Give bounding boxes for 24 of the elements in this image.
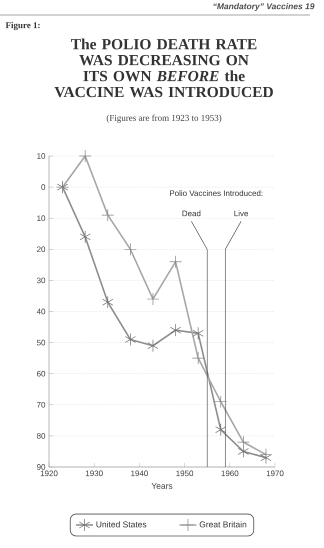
text: “Mandatory” Vaccines 19 <box>213 3 314 11</box>
point <box>124 242 137 256</box>
caption: Figure 1: <box>6 22 40 30</box>
point <box>78 150 92 162</box>
legend-label: United States <box>96 521 146 528</box>
legend-label: Great Britain <box>200 521 246 528</box>
point <box>101 208 114 222</box>
x-axis-title: Years <box>152 483 172 489</box>
point <box>238 445 249 458</box>
point <box>80 230 91 244</box>
point <box>170 324 182 336</box>
point <box>192 352 204 364</box>
point <box>146 292 160 306</box>
point <box>192 326 204 340</box>
point <box>102 296 114 308</box>
chart-title: The POLIO DEATH RATE WAS DECREASING ON ITS OWN BEFORE the VACCINE WAS INTRODUCED <box>54 38 273 98</box>
point <box>147 339 158 352</box>
point <box>260 448 272 461</box>
point <box>169 255 182 268</box>
point <box>214 395 228 408</box>
point <box>124 333 136 346</box>
point <box>237 436 250 448</box>
point <box>215 423 226 436</box>
chart-subtitle: (Figures are from 1923 to 1953) <box>106 114 222 123</box>
